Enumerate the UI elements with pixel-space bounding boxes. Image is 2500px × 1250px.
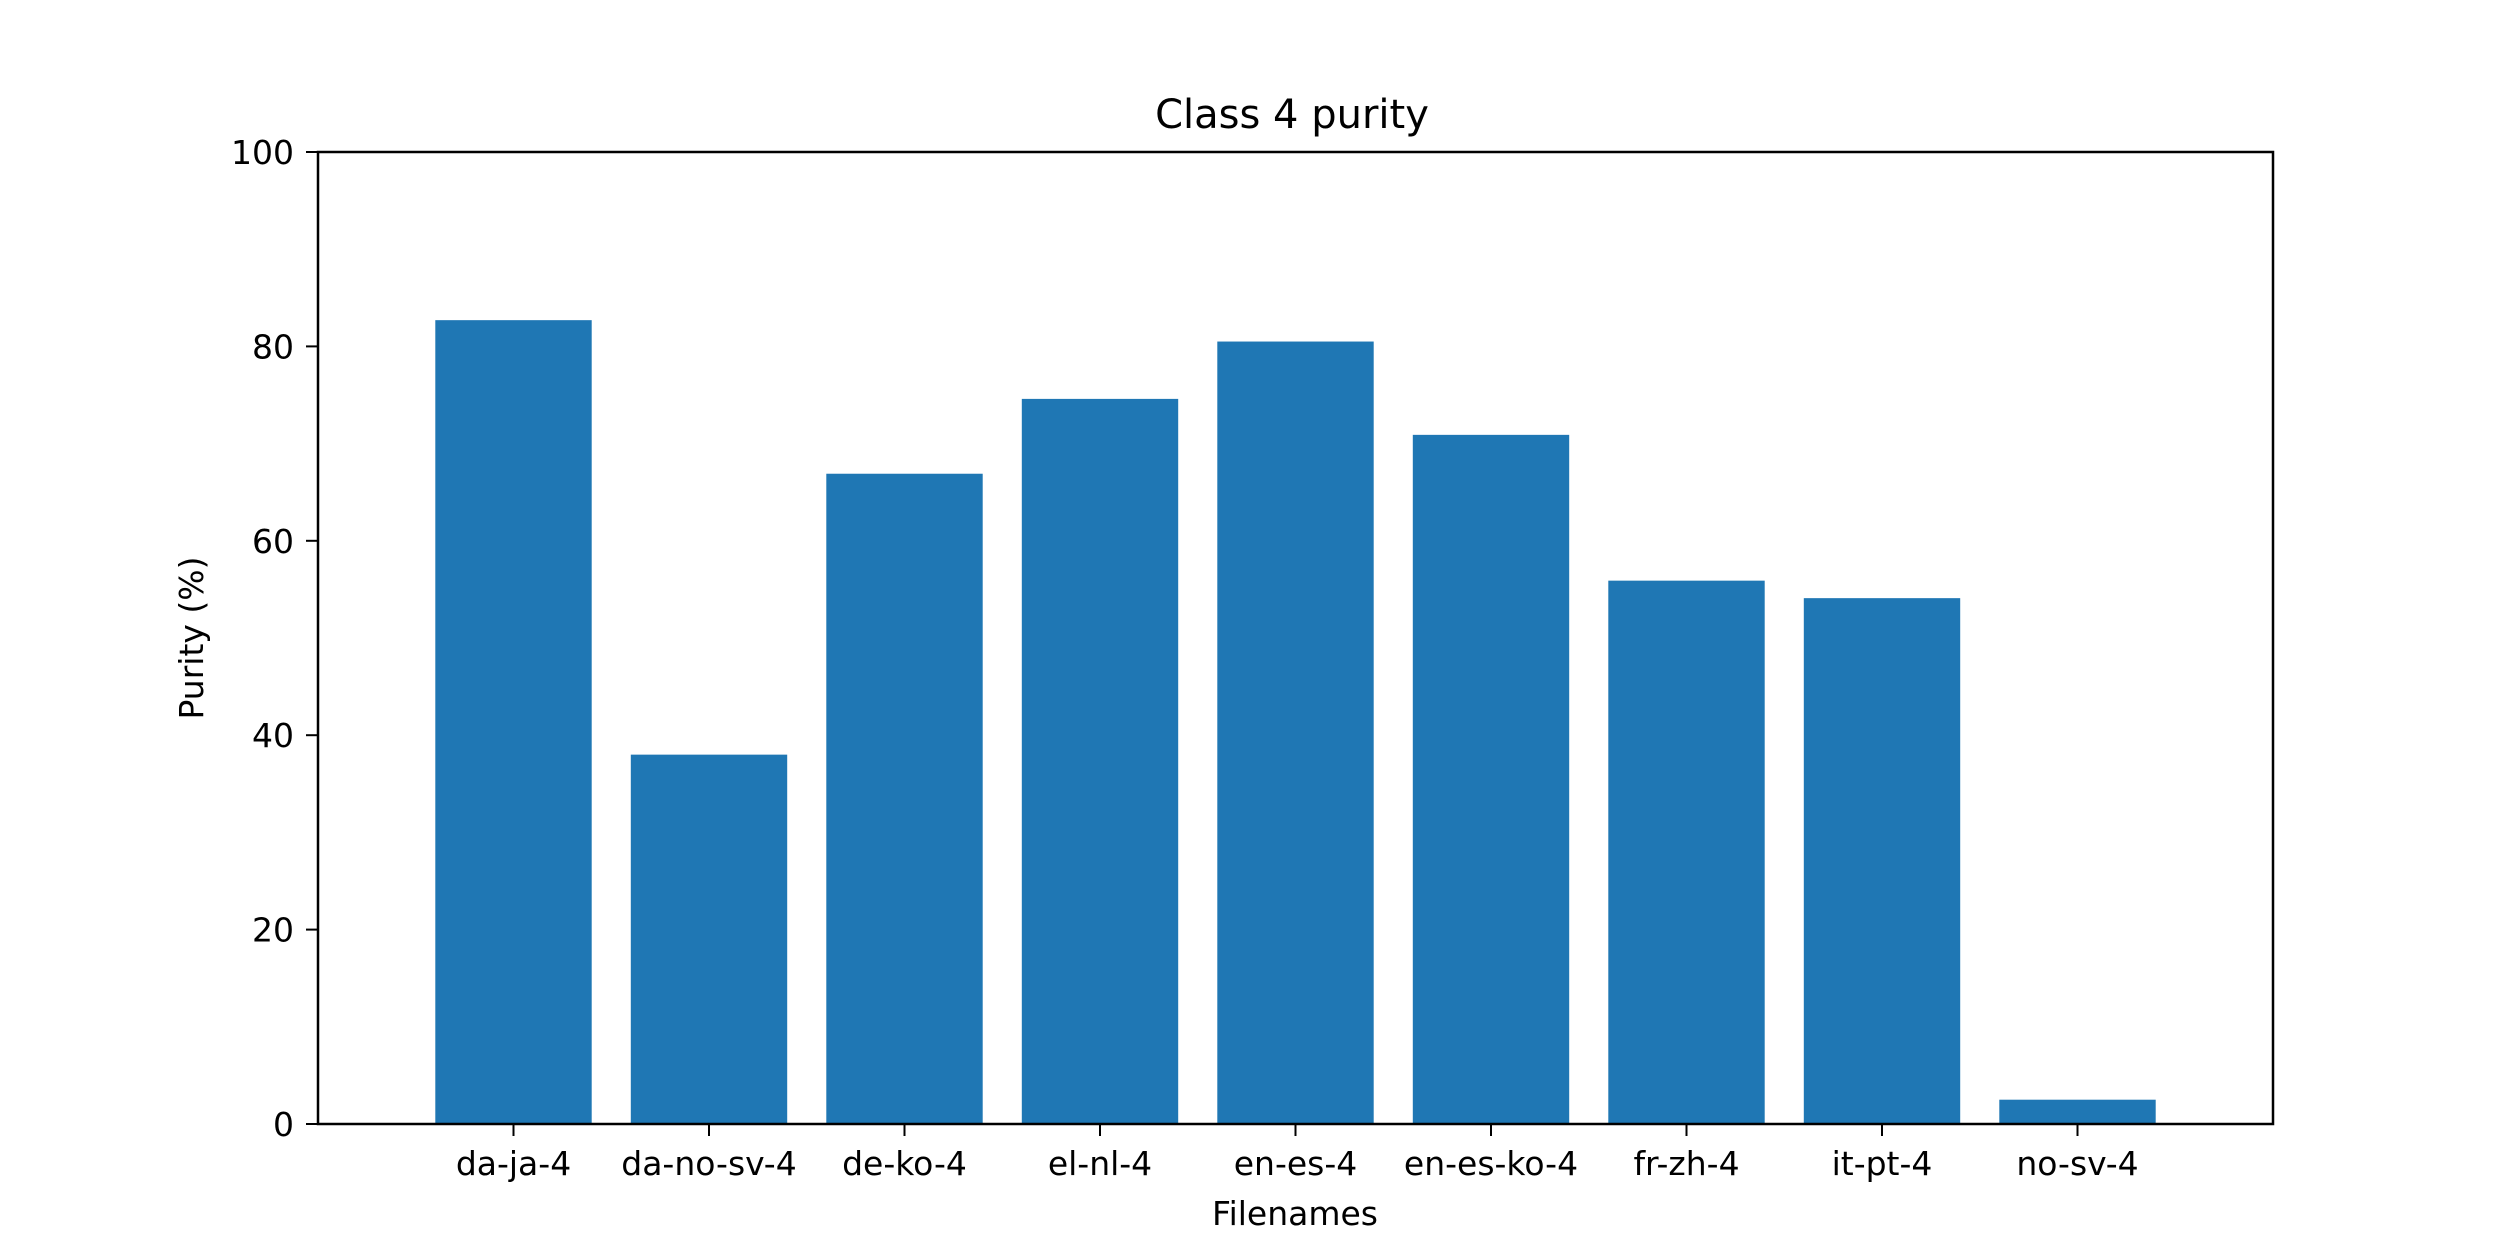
bar-el-nl-4 — [1021, 398, 1179, 1124]
x-tick-label: en-es-ko-4 — [1404, 1144, 1578, 1183]
y-tick-label: 40 — [252, 716, 294, 755]
y-tick-label: 20 — [252, 911, 294, 950]
x-axis: da-ja-4 da-no-sv-4 de-ko-4 el-nl-4 en-es-4 en… — [456, 1124, 2139, 1183]
x-tick-label: fr-zh-4 — [1633, 1144, 1739, 1183]
y-tick-label: 60 — [252, 522, 294, 561]
bar-en-es-ko-4 — [1412, 434, 1570, 1124]
x-tick-label: da-no-sv-4 — [621, 1144, 796, 1183]
bar-da-ja-4 — [435, 320, 592, 1124]
plot-frame — [316, 150, 2275, 1126]
bars-group — [435, 320, 2156, 1124]
x-tick-label: da-ja-4 — [456, 1144, 571, 1183]
bar-no-sv-4 — [1999, 1099, 2156, 1124]
bar-it-pt-4 — [1803, 598, 1961, 1124]
bar-en-es-4 — [1217, 341, 1374, 1124]
x-tick-label: it-pt-4 — [1832, 1144, 1933, 1183]
bar-fr-zh-4 — [1608, 580, 1765, 1124]
bar-de-ko-4 — [826, 473, 983, 1124]
y-tick-label: 0 — [273, 1105, 294, 1144]
y-tick-label: 100 — [231, 133, 294, 172]
x-tick-label: el-nl-4 — [1048, 1144, 1152, 1183]
x-tick-label: en-es-4 — [1234, 1144, 1358, 1183]
x-tick-label: de-ko-4 — [842, 1144, 967, 1183]
x-axis-label: Filenames — [1212, 1194, 1378, 1233]
x-tick-label: no-sv-4 — [2016, 1144, 2138, 1183]
y-tick-label: 80 — [252, 327, 294, 366]
bar-da-no-sv-4 — [630, 754, 788, 1124]
y-axis: 0 20 40 60 80 100 — [231, 133, 318, 1144]
chart-title: Class 4 purity — [1155, 92, 1429, 138]
y-axis-label: Purity (%) — [172, 556, 211, 719]
